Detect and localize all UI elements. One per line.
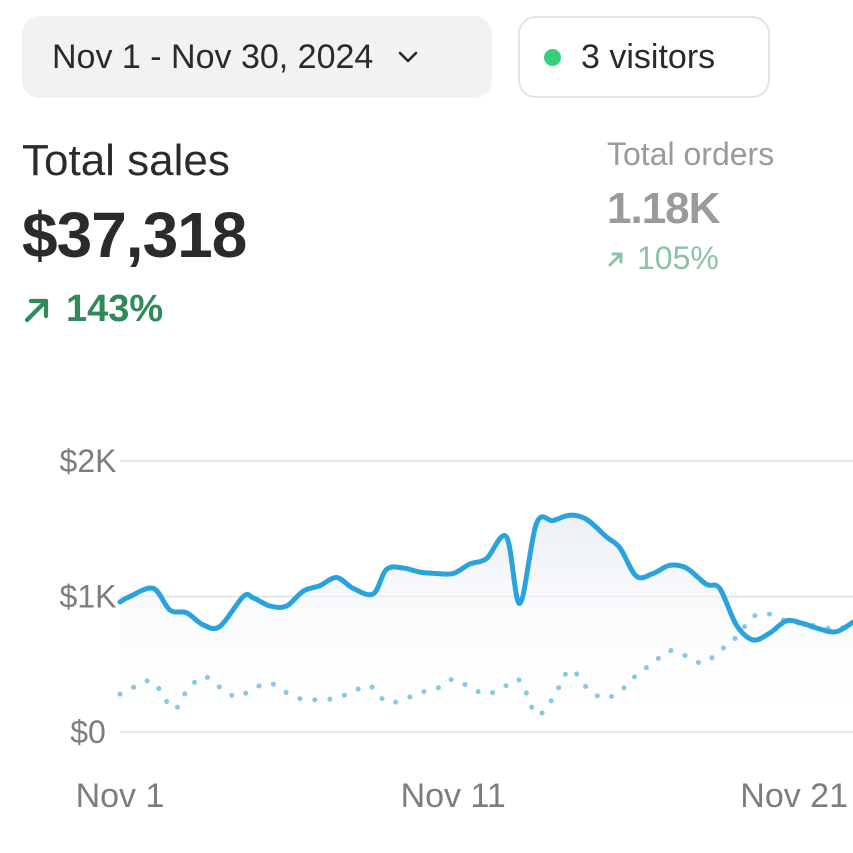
- total-sales-change: 143%: [22, 288, 163, 331]
- visitors-badge[interactable]: 3 visitors: [518, 16, 770, 98]
- total-orders-value: 1.18K: [607, 184, 720, 233]
- y-tick-label: $0: [70, 714, 106, 750]
- x-tick-label: Nov 11: [401, 777, 506, 815]
- total-sales-value: $37,318: [22, 199, 247, 271]
- x-tick-label: Nov 21: [740, 777, 848, 815]
- sales-line-chart: $0 $1K $2K Nov 1 Nov 11 Nov 21: [60, 443, 853, 815]
- visitors-count: 3 visitors: [581, 37, 716, 76]
- date-range-label: Nov 1 - Nov 30, 2024: [52, 37, 374, 76]
- total-orders-change: 105%: [607, 240, 719, 277]
- date-range-picker[interactable]: Nov 1 - Nov 30, 2024: [22, 16, 492, 98]
- total-orders-change-value: 105%: [637, 240, 719, 276]
- current-period-area: [120, 515, 853, 732]
- arrow-up-right-icon: [24, 298, 49, 322]
- total-sales-change-value: 143%: [66, 288, 164, 330]
- arrow-up-right-icon: [608, 252, 623, 266]
- total-sales-label: Total sales: [22, 136, 230, 185]
- status-dot-icon: [544, 48, 561, 66]
- current-period-line: [117, 512, 853, 643]
- x-tick-label: Nov 1: [76, 777, 165, 815]
- y-tick-label: $1K: [60, 579, 117, 615]
- total-orders-label: Total orders: [607, 136, 775, 172]
- y-tick-label: $2K: [60, 443, 117, 479]
- chevron-down-icon: [398, 51, 418, 63]
